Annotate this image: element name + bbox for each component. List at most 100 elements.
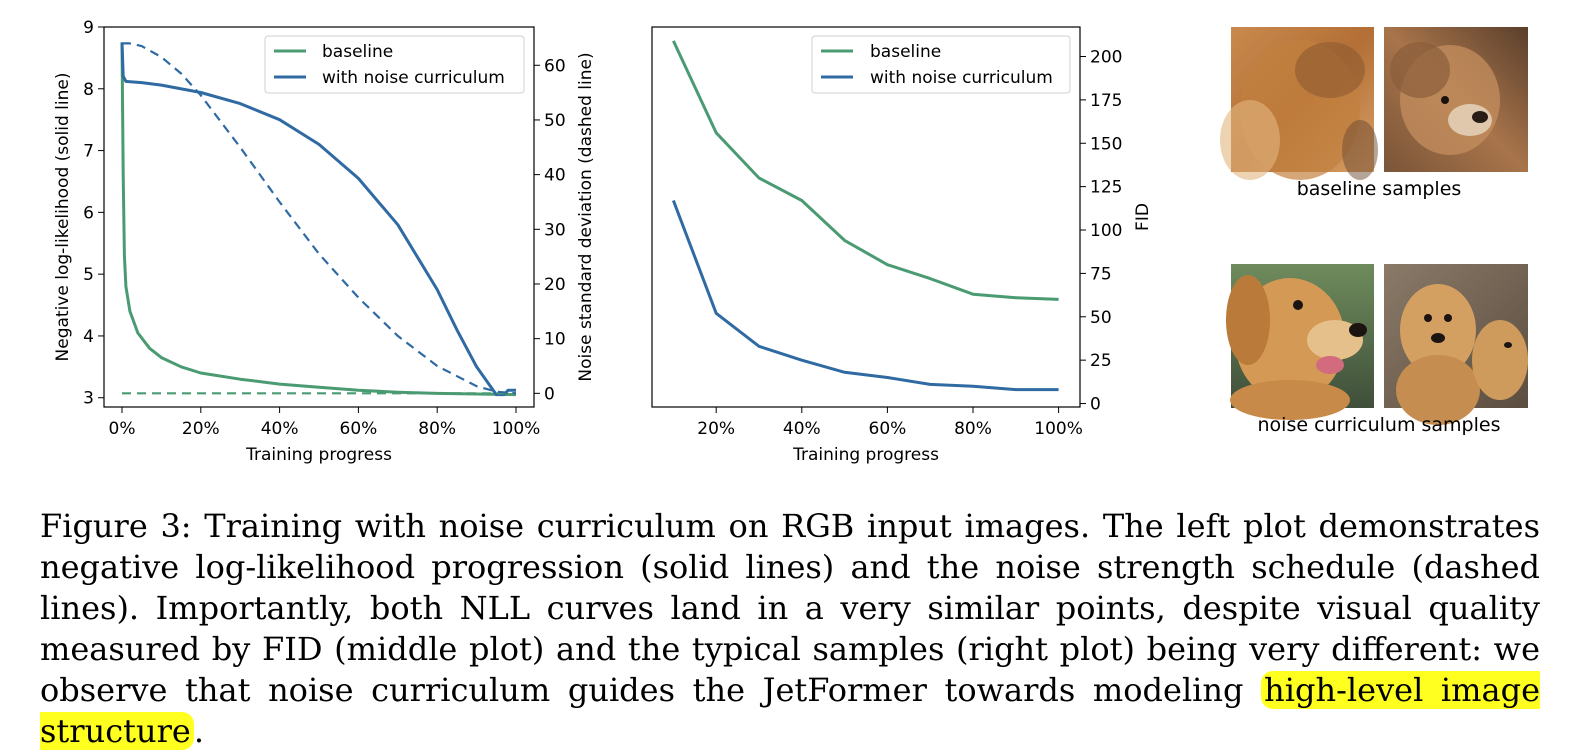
nll-y-tick: 4 <box>83 327 104 347</box>
svg-text:125: 125 <box>1090 178 1122 198</box>
noise-curriculum-sample-1 <box>1226 264 1374 420</box>
nll-series-with-noise-curriculum-dashed <box>122 42 517 395</box>
figure-panels: 0% 20% 40% 60% 80% 100% 3 4 5 6 7 8 9 0 10 20 30 40 50 60… <box>53 18 1528 465</box>
svg-text:0: 0 <box>544 384 555 404</box>
fid-x-tick: 60% <box>869 407 907 439</box>
svg-text:200: 200 <box>1090 47 1122 67</box>
nll-x-tick: 0% <box>109 407 136 439</box>
svg-text:75: 75 <box>1090 264 1112 284</box>
noise-std-y-tick: 0 <box>534 384 555 404</box>
svg-text:8: 8 <box>83 80 94 100</box>
nll-x-axis-label: Training progress <box>245 445 392 465</box>
nll-x-tick: 60% <box>340 407 378 439</box>
fid-x-tick: 40% <box>783 407 821 439</box>
svg-text:40: 40 <box>544 166 566 186</box>
fid-y-tick: 50 <box>1080 308 1112 328</box>
svg-text:100%: 100% <box>1034 419 1083 439</box>
fid-series-with-noise-curriculum <box>671 199 1059 392</box>
legend-label-noise-curriculum: with noise curriculum <box>322 68 505 88</box>
noise-curriculum-samples-label: noise curriculum samples <box>1258 414 1501 436</box>
noise-std-y-tick: 50 <box>534 111 566 131</box>
svg-text:100: 100 <box>1090 221 1122 241</box>
fid-x-tick: 100% <box>1034 407 1083 439</box>
svg-text:40%: 40% <box>261 419 299 439</box>
fid-y-tick: 200 <box>1080 47 1122 67</box>
fid-y-tick: 0 <box>1080 395 1101 415</box>
nll-x-tick: 80% <box>418 407 456 439</box>
svg-text:175: 175 <box>1090 91 1122 111</box>
noise-std-y-tick: 40 <box>534 166 566 186</box>
svg-text:80%: 80% <box>418 419 456 439</box>
svg-text:40%: 40% <box>783 419 821 439</box>
baseline-samples-label: baseline samples <box>1297 178 1462 200</box>
figure-caption: Figure 3: Training with noise curriculum… <box>40 506 1541 752</box>
nll-legend: baseline with noise curriculum <box>264 35 525 94</box>
nll-series-with-noise-curriculum-solid <box>120 42 516 397</box>
svg-text:6: 6 <box>83 203 94 223</box>
svg-text:0: 0 <box>1090 395 1101 415</box>
nll-plot-frame <box>103 26 535 408</box>
fid-y-tick: 25 <box>1080 351 1112 371</box>
fid-series-baseline <box>672 40 1059 301</box>
svg-text:10: 10 <box>544 330 566 350</box>
fid-x-tick: 20% <box>697 407 735 439</box>
svg-text:4: 4 <box>83 327 94 347</box>
nll-x-tick: 40% <box>261 407 299 439</box>
svg-text:7: 7 <box>83 142 94 162</box>
svg-text:80%: 80% <box>954 419 992 439</box>
nll-y-tick: 6 <box>83 203 104 223</box>
nll-y-tick: 5 <box>83 265 104 285</box>
fid-y-tick: 75 <box>1080 264 1112 284</box>
noise-std-y-tick: 30 <box>534 220 566 240</box>
fid-chart: 20% 40% 60% 80% 100% 0255075100125150175200 … <box>651 26 1153 465</box>
caption-text: Figure 3: Training with noise curriculum… <box>40 507 1540 709</box>
svg-text:150: 150 <box>1090 134 1122 154</box>
svg-text:50: 50 <box>544 111 566 131</box>
noise-std-y-axis-label: Noise standard deviation (dashed line) <box>576 52 596 381</box>
noise-curriculum-sample-2 <box>1384 264 1528 425</box>
nll-y-axis-label: Negative log-likelihood (solid line) <box>53 73 73 362</box>
svg-text:100%: 100% <box>492 419 541 439</box>
nll-y-tick: 9 <box>83 18 104 38</box>
caption-end: . <box>193 712 204 750</box>
fid-y-tick: 125 <box>1080 178 1122 198</box>
legend-label-baseline: baseline <box>870 42 941 62</box>
nll-chart: 0% 20% 40% 60% 80% 100% 3 4 5 6 7 8 9 0 10 20 30 40 50 60… <box>53 18 596 465</box>
nll-x-tick: 100% <box>492 407 541 439</box>
svg-text:60: 60 <box>544 56 566 76</box>
svg-text:60%: 60% <box>340 419 378 439</box>
svg-text:30: 30 <box>544 220 566 240</box>
nll-x-tick: 20% <box>182 407 220 439</box>
svg-text:9: 9 <box>83 18 94 38</box>
fid-y-axis-label: FID <box>1133 203 1153 231</box>
svg-text:50: 50 <box>1090 308 1112 328</box>
svg-text:5: 5 <box>83 265 94 285</box>
svg-text:3: 3 <box>83 389 94 409</box>
noise-std-y-tick: 20 <box>534 275 566 295</box>
nll-y-tick: 7 <box>83 142 104 162</box>
svg-text:20%: 20% <box>697 419 735 439</box>
baseline-sample-1 <box>1220 27 1378 180</box>
legend-label-baseline: baseline <box>322 42 393 62</box>
legend-label-noise-curriculum: with noise curriculum <box>870 68 1053 88</box>
baseline-sample-2 <box>1384 27 1528 172</box>
svg-text:0%: 0% <box>109 419 136 439</box>
svg-text:20: 20 <box>544 275 566 295</box>
nll-y-tick: 3 <box>83 389 104 409</box>
fid-x-tick: 80% <box>954 407 992 439</box>
fid-y-tick: 100 <box>1080 221 1122 241</box>
nll-series-baseline-solid <box>120 42 517 397</box>
fid-y-tick: 175 <box>1080 91 1122 111</box>
fid-x-axis-label: Training progress <box>792 445 939 465</box>
svg-text:25: 25 <box>1090 351 1112 371</box>
noise-std-y-tick: 10 <box>534 330 566 350</box>
noise-std-y-tick: 60 <box>534 56 566 76</box>
fid-legend: baseline with noise curriculum <box>811 35 1071 94</box>
fid-y-tick: 150 <box>1080 134 1122 154</box>
svg-text:60%: 60% <box>869 419 907 439</box>
fid-plot-frame <box>651 26 1081 408</box>
nll-y-tick: 8 <box>83 80 104 100</box>
svg-text:20%: 20% <box>182 419 220 439</box>
baseline-samples: baseline samples <box>1220 27 1528 200</box>
noise-curriculum-samples: noise curriculum samples <box>1226 264 1528 436</box>
